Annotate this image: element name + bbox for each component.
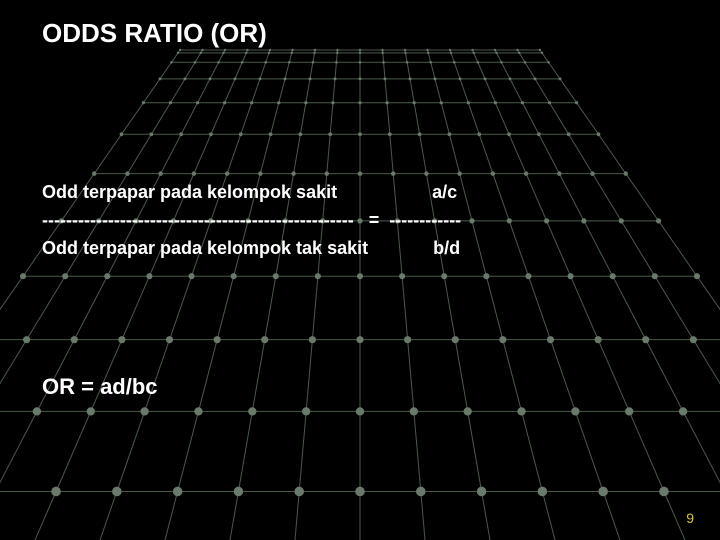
- denominator-value: b/d: [433, 238, 460, 258]
- numerator-label: Odd terpapar pada kelompok sakit: [42, 182, 337, 202]
- numerator-value: a/c: [432, 182, 457, 202]
- denominator-label: Odd terpapar pada kelompok tak sakit: [42, 238, 368, 258]
- odds-ratio-formula: Odd terpapar pada kelompok sakit a/c ----…: [42, 178, 461, 262]
- formula-numerator-row: Odd terpapar pada kelompok sakit a/c: [42, 178, 461, 206]
- odds-ratio-result: OR = ad/bc: [42, 374, 158, 400]
- divider-right: ------------: [389, 210, 461, 230]
- formula-divider-row: ----------------------------------------…: [42, 206, 461, 234]
- slide-content: ODDS RATIO (OR) Odd terpapar pada kelomp…: [0, 0, 720, 540]
- page-number: 9: [686, 510, 694, 526]
- divider-left: ----------------------------------------…: [42, 210, 354, 230]
- formula-denominator-row: Odd terpapar pada kelompok tak sakit b/d: [42, 234, 461, 262]
- slide: ODDS RATIO (OR) Odd terpapar pada kelomp…: [0, 0, 720, 540]
- equals-sign: =: [369, 210, 380, 230]
- slide-title: ODDS RATIO (OR): [42, 18, 267, 49]
